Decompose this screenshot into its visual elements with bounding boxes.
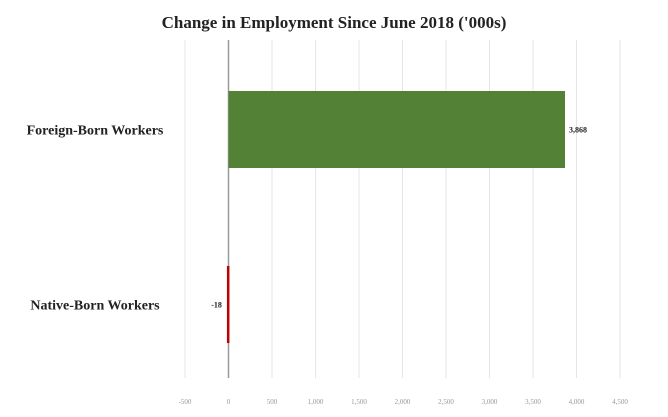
data-label: -18	[211, 301, 222, 310]
x-tick-label: 1,000	[308, 398, 324, 406]
bar	[226, 266, 230, 343]
x-tick-label: -500	[179, 398, 192, 406]
bar	[228, 91, 566, 168]
x-tick-label: 4,000	[569, 398, 585, 406]
x-tick-label: 2,000	[395, 398, 411, 406]
x-tick-label: 3,000	[482, 398, 498, 406]
category-label: Foreign-Born Workers	[27, 124, 164, 139]
x-tick-label: 2,500	[438, 398, 454, 406]
x-tick-label: 3,500	[525, 398, 541, 406]
data-label: 3,868	[569, 126, 587, 135]
x-tick-label: 0	[227, 398, 231, 406]
x-tick-label: 1,500	[351, 398, 367, 406]
x-tick-label: 500	[267, 398, 278, 406]
x-tick-label: 4,500	[612, 398, 628, 406]
chart-title: Change in Employment Since June 2018 ('0…	[162, 13, 507, 32]
category-label: Native-Born Workers	[30, 299, 160, 314]
